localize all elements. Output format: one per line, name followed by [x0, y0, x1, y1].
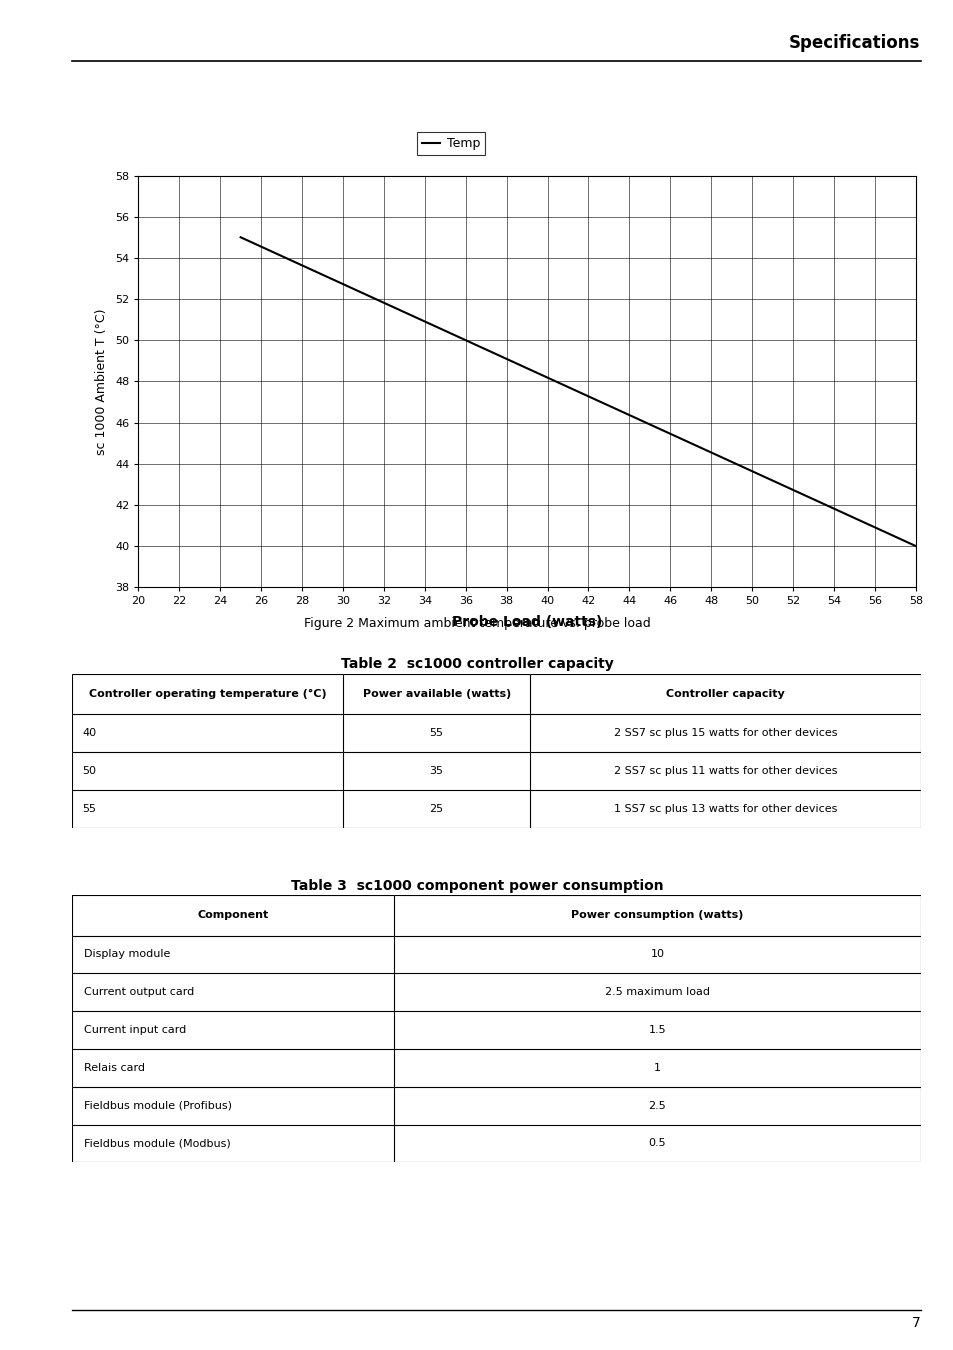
Text: Current input card: Current input card [85, 1025, 187, 1035]
Text: Power available (watts): Power available (watts) [362, 688, 510, 699]
Text: Current output card: Current output card [85, 987, 194, 998]
Text: Figure 2 Maximum ambient temperature vs. probe load: Figure 2 Maximum ambient temperature vs.… [303, 617, 650, 630]
Text: Power consumption (watts): Power consumption (watts) [571, 910, 742, 921]
Text: 25: 25 [429, 803, 443, 814]
Text: 55: 55 [82, 803, 96, 814]
Text: 1.5: 1.5 [648, 1025, 665, 1035]
Legend: Temp: Temp [416, 132, 484, 155]
Text: 35: 35 [429, 765, 443, 776]
Text: 1: 1 [653, 1062, 660, 1073]
Text: 50: 50 [82, 765, 96, 776]
Text: Table 2  sc1000 controller capacity: Table 2 sc1000 controller capacity [340, 657, 613, 671]
Y-axis label: sc 1000 Ambient T (°C): sc 1000 Ambient T (°C) [95, 308, 108, 455]
Text: 2 SS7 sc plus 11 watts for other devices: 2 SS7 sc plus 11 watts for other devices [613, 765, 836, 776]
Text: 1 SS7 sc plus 13 watts for other devices: 1 SS7 sc plus 13 watts for other devices [613, 803, 836, 814]
Text: Relais card: Relais card [85, 1062, 145, 1073]
Text: Display module: Display module [85, 949, 171, 960]
Text: 2.5: 2.5 [648, 1100, 665, 1111]
Text: 10: 10 [650, 949, 663, 960]
Text: 55: 55 [429, 728, 443, 738]
Text: Table 3  sc1000 component power consumption: Table 3 sc1000 component power consumpti… [291, 879, 662, 892]
Text: Controller capacity: Controller capacity [665, 688, 784, 699]
Text: Controller operating temperature (°C): Controller operating temperature (°C) [89, 688, 326, 699]
Text: Fieldbus module (Profibus): Fieldbus module (Profibus) [85, 1100, 233, 1111]
Text: Specifications: Specifications [788, 34, 920, 51]
Text: Component: Component [197, 910, 268, 921]
X-axis label: Probe Load (watts): Probe Load (watts) [452, 614, 601, 629]
Text: 40: 40 [82, 728, 96, 738]
Text: 2 SS7 sc plus 15 watts for other devices: 2 SS7 sc plus 15 watts for other devices [613, 728, 836, 738]
Text: 0.5: 0.5 [648, 1138, 665, 1149]
Text: 7: 7 [911, 1316, 920, 1330]
Text: Fieldbus module (Modbus): Fieldbus module (Modbus) [85, 1138, 231, 1149]
Text: 2.5 maximum load: 2.5 maximum load [604, 987, 709, 998]
